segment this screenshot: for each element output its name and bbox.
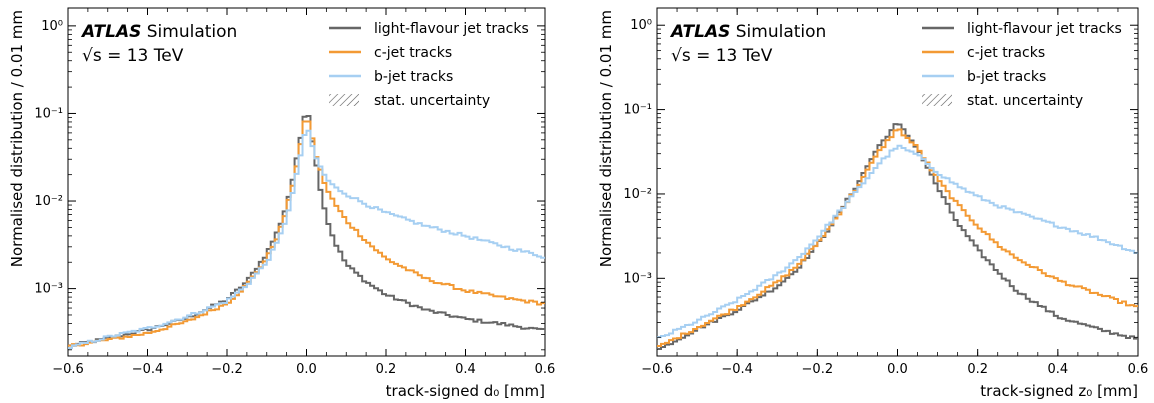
legend-item-label: c-jet tracks <box>374 45 452 61</box>
legend: light-flavour jet tracks c-jet tracks b-je… <box>922 21 1122 109</box>
series-c-line <box>68 120 545 347</box>
atlas-bold-label: ATLAS <box>669 22 730 42</box>
legend-item-label: stat. uncertainty <box>967 93 1083 109</box>
x-tick-label: −0.6 <box>641 362 673 377</box>
series-light-line <box>68 115 545 347</box>
x-tick-label: 0.4 <box>455 362 476 377</box>
legend-item-label: light-flavour jet tracks <box>967 21 1122 37</box>
y-tick-label: 10⁻² <box>623 187 652 202</box>
series-c-line <box>657 128 1138 347</box>
legend-hatch-swatch <box>922 94 952 106</box>
x-tick-label: −0.4 <box>132 362 164 377</box>
y-tick-label: 10⁻³ <box>623 271 652 286</box>
series-b-line <box>657 144 1138 339</box>
y-axis-label: Normalised distribution / 0.01 mm <box>8 10 26 267</box>
atlas-label: ATLAS Simulation <box>80 22 237 42</box>
legend-item-label: b-jet tracks <box>374 69 453 85</box>
x-tick-label: 0.0 <box>887 362 908 377</box>
x-axis-label: track-signed d₀ [mm] <box>386 382 545 400</box>
y-tick-label: 10⁻¹ <box>34 106 63 121</box>
atlas-label: ATLAS Simulation <box>669 22 826 42</box>
legend-item-label: stat. uncertainty <box>374 93 490 109</box>
energy-label: √s = 13 TeV <box>82 46 184 66</box>
y-tick-label: 10⁰ <box>630 18 652 33</box>
x-tick-label: 0.2 <box>967 362 988 377</box>
legend: light-flavour jet tracks c-jet tracks b-je… <box>329 21 529 109</box>
legend-item-label: c-jet tracks <box>967 45 1045 61</box>
x-tick-label: 0.0 <box>296 362 317 377</box>
x-tick-label: 0.2 <box>376 362 397 377</box>
x-tick-label: −0.6 <box>52 362 84 377</box>
panel-z0: −0.6 −0.4 −0.2 0.0 0.2 0.4 0.610⁻³10⁻²10⁻¹10⁰ … <box>597 7 1148 400</box>
y-tick-label: 10⁻¹ <box>623 103 652 118</box>
series-light-line <box>657 123 1138 351</box>
x-tick-label: −0.4 <box>721 362 753 377</box>
y-tick-label: 10⁻² <box>34 194 63 209</box>
axis-layer: −0.6 −0.4 −0.2 0.0 0.2 0.4 0.6 10⁻³ 10⁻² 10⁻¹ 10⁰ <box>623 8 1148 377</box>
energy-label: √s = 13 TeV <box>671 46 773 66</box>
y-tick-label: 10⁰ <box>41 19 63 34</box>
axis-layer: −0.6 −0.4 −0.2 0.0 0.2 0.4 0.6 10⁻³ 10⁻² 10⁻¹ 10⁰ <box>34 8 555 377</box>
atlas-simulation-label: Simulation <box>147 22 238 42</box>
x-tick-label: 0.6 <box>1128 362 1149 377</box>
legend-hatch-swatch <box>329 94 359 106</box>
series-layer <box>657 123 1138 351</box>
panel-d0: −0.6 −0.4 −0.2 0.0 0.2 0.4 0.610⁻³10⁻²10⁻¹10⁰ … <box>8 7 555 400</box>
x-tick-label: 0.4 <box>1047 362 1068 377</box>
atlas-bold-label: ATLAS <box>80 22 141 42</box>
y-tick-label: 10⁻³ <box>34 282 63 297</box>
x-axis-label: track-signed z₀ [mm] <box>980 382 1138 400</box>
atlas-simulation-label: Simulation <box>736 22 827 42</box>
legend-item-label: light-flavour jet tracks <box>374 21 529 37</box>
y-axis-label: Normalised distribution / 0.01 mm <box>597 10 615 267</box>
series-layer <box>68 115 545 350</box>
series-b-line <box>68 129 545 350</box>
legend-item-label: b-jet tracks <box>967 69 1046 85</box>
x-tick-label: 0.6 <box>535 362 556 377</box>
x-tick-label: −0.2 <box>802 362 834 377</box>
x-tick-label: −0.2 <box>211 362 243 377</box>
